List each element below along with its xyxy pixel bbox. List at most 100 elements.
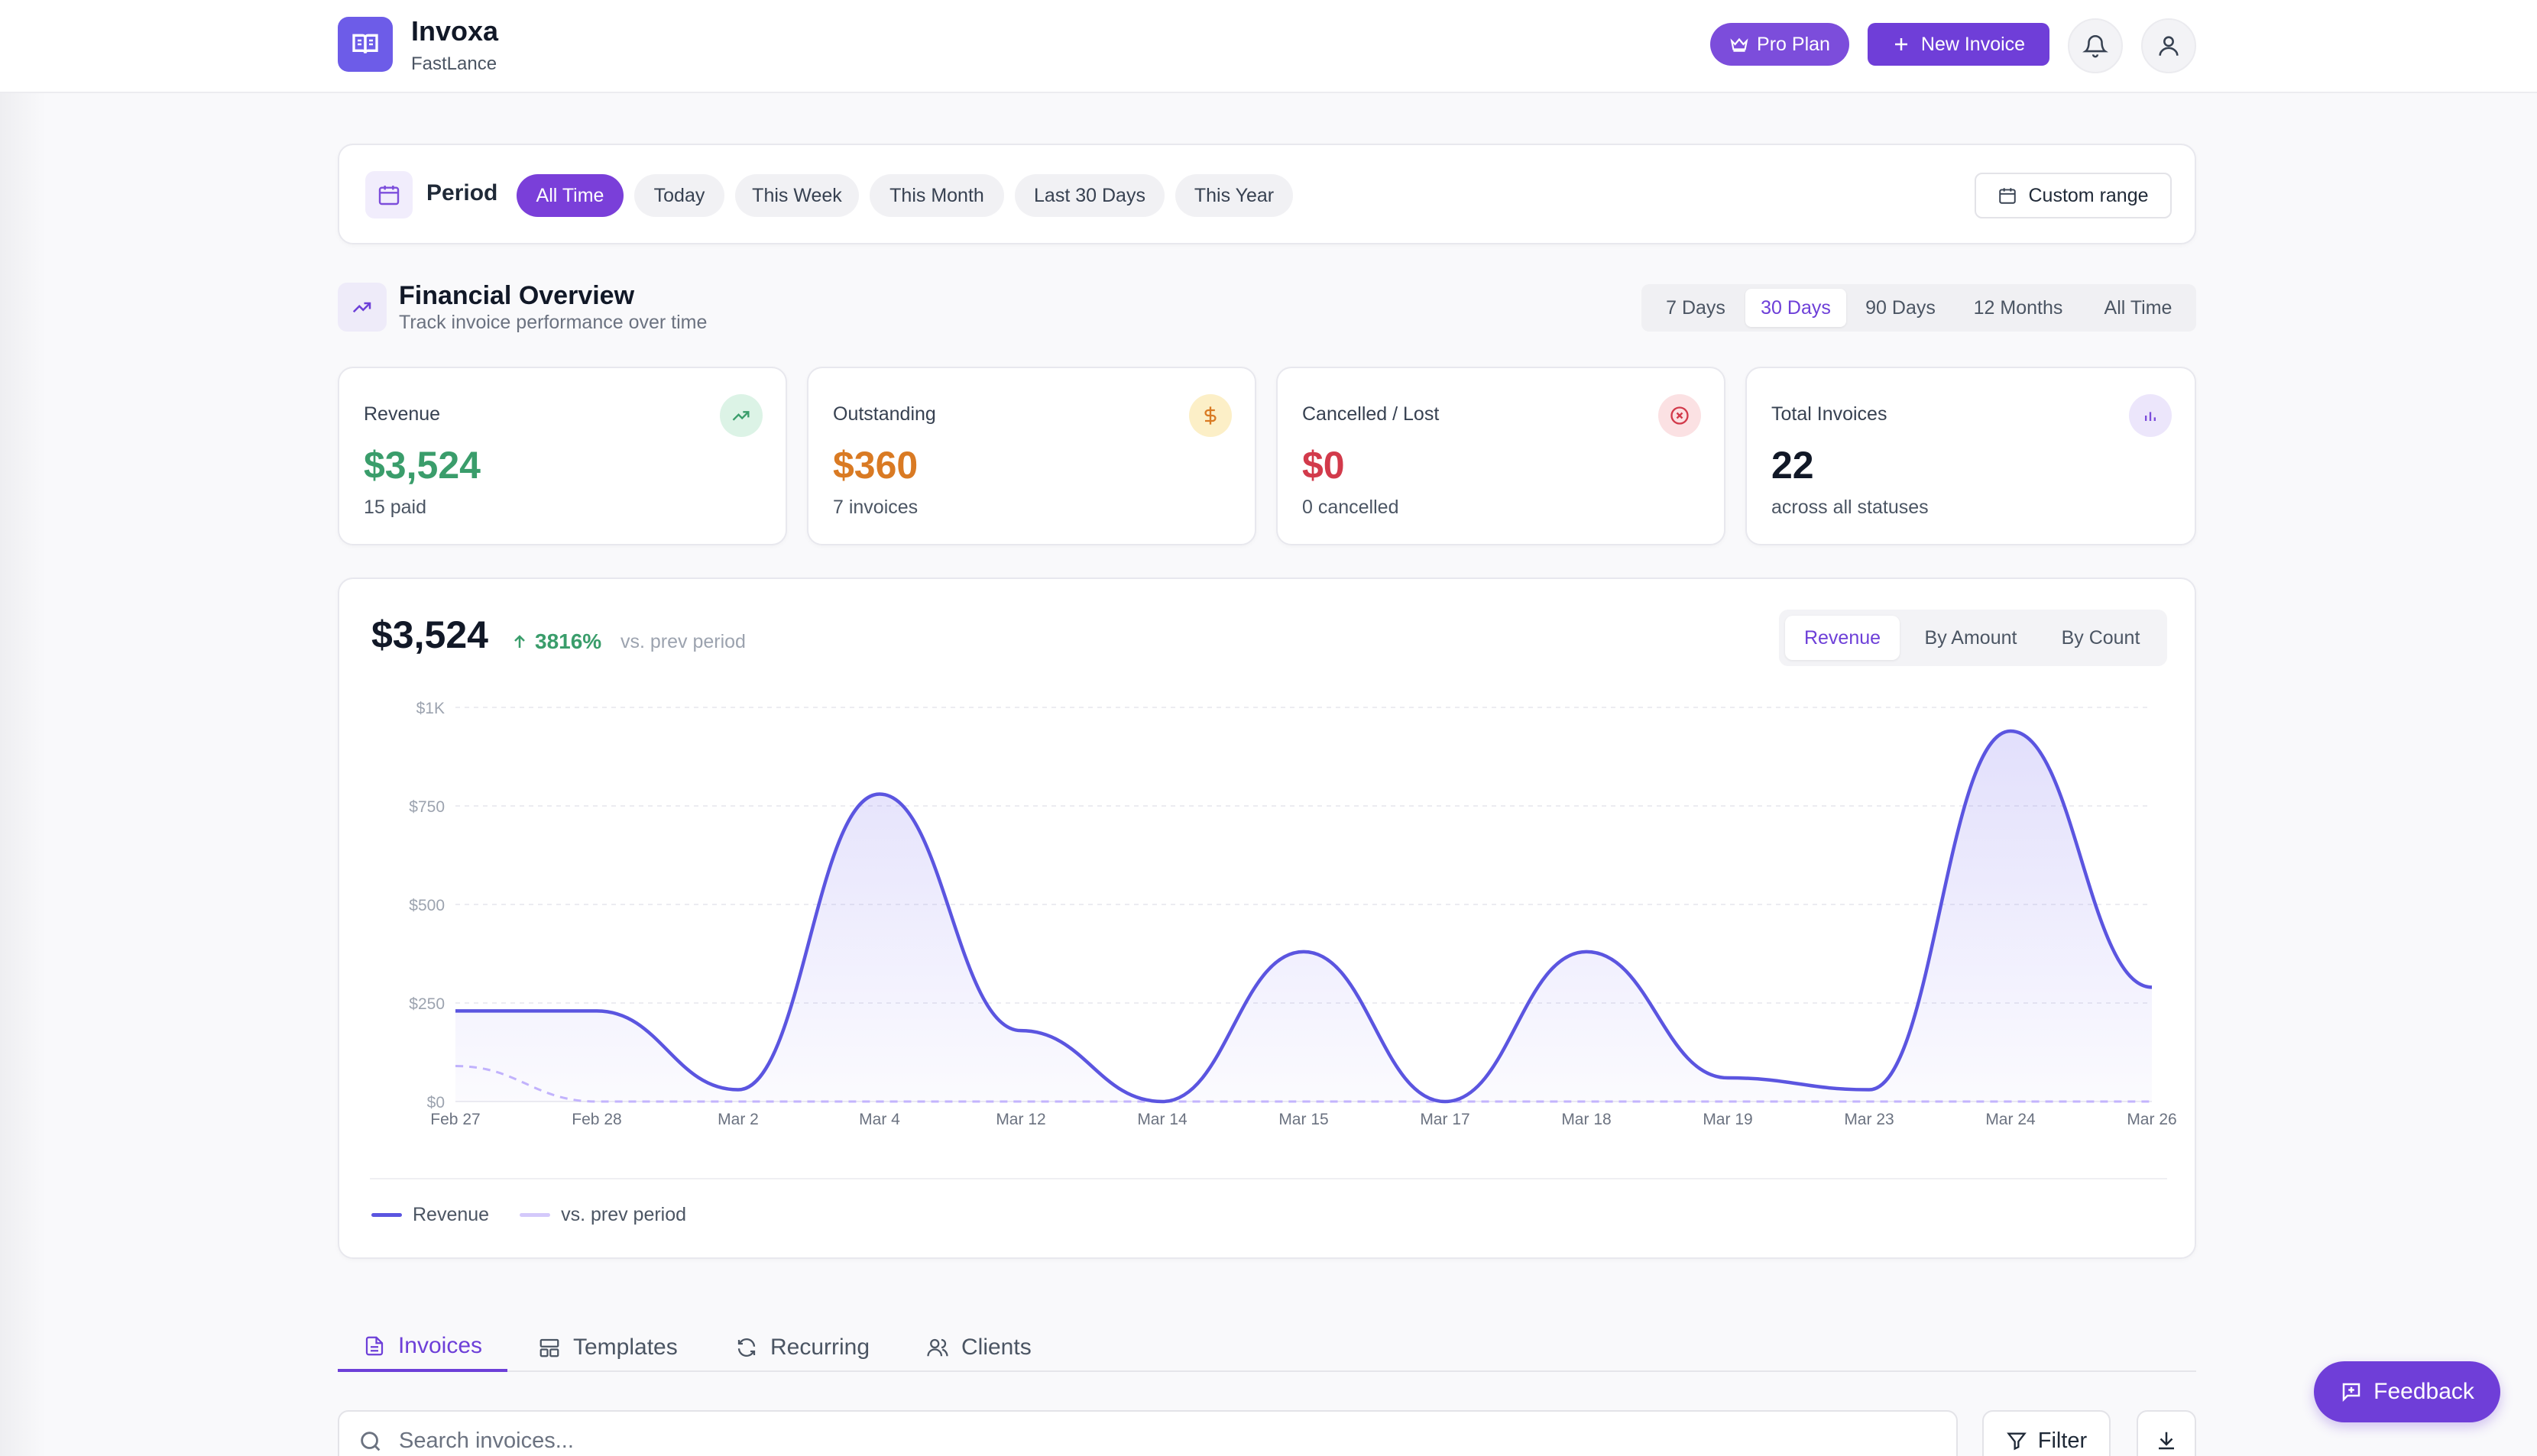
- bell-icon: [2082, 35, 2108, 58]
- file-text-icon: [365, 1336, 384, 1356]
- app-logo[interactable]: [338, 17, 393, 72]
- download-icon: [2159, 1432, 2174, 1450]
- stat-label: Total Invoices: [1771, 403, 1887, 425]
- period-this-month[interactable]: This Month: [870, 174, 1004, 217]
- stat-sub: across all statuses: [1771, 497, 1929, 518]
- feedback-label: Feedback: [2373, 1379, 2474, 1404]
- x-tick-label: Mar 23: [1844, 1111, 1894, 1128]
- period-this-week[interactable]: This Week: [735, 174, 859, 217]
- tab-templates[interactable]: Templates: [538, 1323, 678, 1372]
- tab-clients[interactable]: Clients: [926, 1323, 1032, 1372]
- y-tick-label: $500: [409, 897, 445, 914]
- filter-label: Filter: [2037, 1428, 2088, 1453]
- legend-swatch: [371, 1213, 402, 1217]
- calendar-icon: [365, 171, 413, 218]
- message-plus-icon: [2342, 1383, 2360, 1403]
- new-invoice-button[interactable]: New Invoice: [1868, 23, 2049, 66]
- y-tick-label: $1K: [416, 700, 445, 717]
- stat-card-cancelled[interactable]: Cancelled / Lost $0 0 cancelled: [1276, 367, 1725, 545]
- filter-button[interactable]: Filter: [1982, 1410, 2111, 1456]
- profile-button[interactable]: [2141, 18, 2196, 73]
- notifications-button[interactable]: [2068, 18, 2123, 73]
- range-all-time[interactable]: All Time: [2104, 296, 2172, 319]
- tab-label: Recurring: [770, 1335, 870, 1360]
- revenue-chart: $0 $250 $500 $750 $1K Feb 27 Feb 28 Mar 2 Mar 4 M…: [409, 700, 2176, 1128]
- chart-total: $3,524: [371, 613, 488, 656]
- change-caption: vs. prev period: [620, 631, 746, 652]
- trending-up-icon: [338, 283, 387, 332]
- x-tick-label: Mar 4: [859, 1111, 900, 1128]
- tab-recurring[interactable]: Recurring: [735, 1323, 870, 1372]
- user-icon: [2159, 36, 2179, 56]
- range-12-months[interactable]: 12 Months: [1973, 296, 2063, 319]
- metric-revenue[interactable]: Revenue: [1785, 616, 1900, 660]
- search-icon: [361, 1432, 381, 1451]
- app-name: Invoxa: [411, 15, 499, 47]
- pro-plan-button[interactable]: Pro Plan: [1710, 23, 1849, 66]
- search-input[interactable]: [399, 1425, 1851, 1456]
- x-tick-label: Mar 24: [1985, 1111, 2036, 1128]
- dollar-icon: [1189, 394, 1232, 437]
- metric-by-count[interactable]: By Count: [2061, 626, 2140, 649]
- tab-invoices[interactable]: Invoices: [338, 1323, 507, 1372]
- x-tick-label: Mar 12: [996, 1111, 1045, 1128]
- stat-value: $0: [1302, 444, 1345, 487]
- layout-icon: [539, 1338, 559, 1357]
- arrow-up-icon: [514, 635, 525, 648]
- range-selector: 7 Days 30 Days 90 Days 12 Months All Tim…: [1641, 284, 2196, 332]
- custom-range-button[interactable]: Custom range: [1975, 173, 2172, 218]
- x-tick-label: Mar 18: [1561, 1111, 1611, 1128]
- period-filter-card: Period All Time Today This Week This Mon…: [338, 144, 2196, 244]
- tab-label: Invoices: [397, 1333, 483, 1358]
- legend-label: vs. prev period: [561, 1204, 687, 1225]
- stat-label: Revenue: [364, 403, 441, 425]
- bar-chart-icon: [2129, 394, 2172, 437]
- trending-up-icon: [720, 394, 763, 437]
- feedback-button[interactable]: Feedback: [2314, 1361, 2500, 1422]
- overview-title: Financial Overview: [399, 281, 635, 310]
- y-tick-label: $250: [409, 995, 445, 1013]
- change-percent: 3816%: [510, 629, 601, 654]
- stat-card-revenue[interactable]: Revenue $3,524 15 paid: [338, 367, 787, 545]
- x-tick-label: Feb 27: [430, 1111, 480, 1128]
- stat-label: Cancelled / Lost: [1302, 403, 1440, 425]
- tab-label: Clients: [961, 1335, 1032, 1360]
- x-tick-label: Mar 14: [1137, 1111, 1187, 1128]
- revenue-chart-card: $3,524 3816% vs. prev period Revenue By …: [338, 578, 2196, 1259]
- stat-sub: 15 paid: [364, 497, 427, 518]
- x-tick-label: Feb 28: [572, 1111, 621, 1128]
- metric-by-amount[interactable]: By Amount: [1924, 626, 2017, 649]
- range-90-days[interactable]: 90 Days: [1865, 296, 1936, 319]
- users-icon: [927, 1338, 948, 1357]
- stat-label: Outstanding: [833, 403, 936, 425]
- filter-icon: [2006, 1432, 2027, 1451]
- pro-plan-label: Pro Plan: [1757, 33, 1830, 55]
- tab-label: Templates: [573, 1335, 678, 1360]
- calendar-icon: [1999, 188, 2017, 204]
- y-tick-label: $750: [409, 798, 445, 816]
- custom-range-label: Custom range: [2028, 184, 2149, 206]
- legend-item-revenue: Revenue: [371, 1204, 489, 1226]
- x-tick-label: Mar 26: [2127, 1111, 2176, 1128]
- x-tick-label: Mar 17: [1420, 1111, 1469, 1128]
- crown-icon: [1730, 37, 1748, 52]
- period-last-30-days[interactable]: Last 30 Days: [1015, 174, 1165, 217]
- period-all-time[interactable]: All Time: [517, 174, 624, 217]
- overview-subtitle: Track invoice performance over time: [399, 312, 708, 333]
- period-this-year[interactable]: This Year: [1175, 174, 1293, 217]
- stat-sub: 0 cancelled: [1302, 497, 1399, 518]
- export-button[interactable]: [2137, 1410, 2196, 1456]
- search-box[interactable]: [338, 1410, 1958, 1456]
- stat-card-total-invoices[interactable]: Total Invoices 22 across all statuses: [1745, 367, 2196, 545]
- stat-value: $360: [833, 444, 919, 487]
- stat-card-outstanding[interactable]: Outstanding $360 7 invoices: [807, 367, 1256, 545]
- range-30-days[interactable]: 30 Days: [1745, 289, 1846, 327]
- refresh-icon: [737, 1338, 756, 1357]
- metric-selector: Revenue By Amount By Count: [1779, 610, 2167, 666]
- range-7-days[interactable]: 7 Days: [1666, 296, 1725, 319]
- period-label: Period: [426, 180, 498, 205]
- workspace-name: FastLance: [411, 53, 497, 74]
- series-area-revenue: [455, 730, 2152, 1102]
- period-today[interactable]: Today: [634, 174, 724, 217]
- book-icon: [352, 34, 378, 53]
